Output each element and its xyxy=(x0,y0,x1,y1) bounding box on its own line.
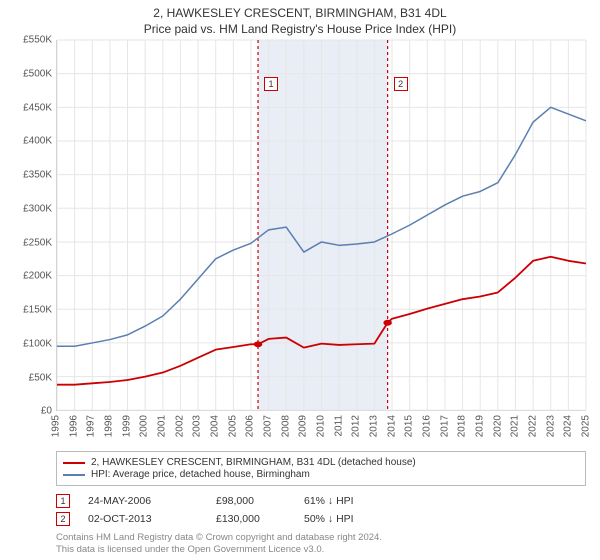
sales-date: 02-OCT-2013 xyxy=(88,513,198,525)
x-tick-label: 2006 xyxy=(245,415,256,437)
x-tick-label: 1995 xyxy=(51,415,62,437)
x-tick-label: 2003 xyxy=(192,415,203,437)
legend-swatch xyxy=(63,474,85,476)
x-tick-label: 2015 xyxy=(404,415,415,437)
x-tick-label: 1996 xyxy=(68,415,79,437)
x-tick-label: 1999 xyxy=(121,415,132,437)
y-tick-label: £200K xyxy=(23,271,52,282)
x-tick-label: 2013 xyxy=(369,415,380,437)
y-tick-label: £300K xyxy=(23,203,52,214)
plot-region: 12 xyxy=(56,40,586,411)
chart-title: 2, HAWKESLEY CRESCENT, BIRMINGHAM, B31 4… xyxy=(10,6,590,20)
x-tick-label: 2022 xyxy=(528,415,539,437)
x-tick-label: 2011 xyxy=(333,415,344,437)
x-tick-label: 2007 xyxy=(263,415,274,437)
legend-label: 2, HAWKESLEY CRESCENT, BIRMINGHAM, B31 4… xyxy=(91,457,416,468)
x-tick-label: 2005 xyxy=(227,415,238,437)
x-tick-label: 2014 xyxy=(386,415,397,437)
x-tick-label: 2017 xyxy=(439,415,450,437)
y-tick-label: £350K xyxy=(23,170,52,181)
footnote-line: Contains HM Land Registry data © Crown c… xyxy=(56,532,586,544)
y-tick-label: £550K xyxy=(23,35,52,46)
y-tick-label: £450K xyxy=(23,102,52,113)
x-tick-label: 2025 xyxy=(581,415,592,437)
footnote-line: This data is licensed under the Open Gov… xyxy=(56,544,586,556)
x-tick-label: 2018 xyxy=(457,415,468,437)
chart-annotation-marker: 2 xyxy=(394,77,408,91)
sales-marker: 1 xyxy=(56,494,70,508)
y-axis: £0£50K£100K£150K£200K£250K£300K£350K£400… xyxy=(10,40,56,411)
x-tick-label: 2004 xyxy=(210,415,221,437)
chart-legend: 2, HAWKESLEY CRESCENT, BIRMINGHAM, B31 4… xyxy=(56,451,586,486)
sales-row: 2 02-OCT-2013 £130,000 50% ↓ HPI xyxy=(56,510,586,528)
legend-item: HPI: Average price, detached house, Birm… xyxy=(63,469,579,480)
x-tick-label: 1998 xyxy=(104,415,115,437)
x-tick-label: 2009 xyxy=(298,415,309,437)
x-tick-label: 1997 xyxy=(86,415,97,437)
x-tick-label: 2019 xyxy=(475,415,486,437)
sales-marker: 2 xyxy=(56,512,70,526)
x-tick-label: 2023 xyxy=(545,415,556,437)
x-tick-label: 2020 xyxy=(492,415,503,437)
y-tick-label: £150K xyxy=(23,305,52,316)
x-tick-label: 2000 xyxy=(139,415,150,437)
chart-area: £0£50K£100K£150K£200K£250K£300K£350K£400… xyxy=(10,40,590,445)
sales-price: £130,000 xyxy=(216,513,286,525)
x-tick-label: 2024 xyxy=(563,415,574,437)
x-tick-label: 2010 xyxy=(316,415,327,437)
y-tick-label: £500K xyxy=(23,68,52,79)
chart-annotation-marker: 1 xyxy=(264,77,278,91)
legend-item: 2, HAWKESLEY CRESCENT, BIRMINGHAM, B31 4… xyxy=(63,457,579,468)
x-tick-label: 2008 xyxy=(280,415,291,437)
chart-container: 2, HAWKESLEY CRESCENT, BIRMINGHAM, B31 4… xyxy=(0,0,600,560)
x-tick-label: 2001 xyxy=(157,415,168,437)
sales-pct: 61% ↓ HPI xyxy=(304,495,414,507)
x-axis: 1995199619971998199920002001200220032004… xyxy=(56,411,586,445)
x-tick-label: 2016 xyxy=(422,415,433,437)
y-tick-label: £50K xyxy=(29,372,52,383)
x-tick-label: 2002 xyxy=(174,415,185,437)
y-tick-label: £400K xyxy=(23,136,52,147)
sales-date: 24-MAY-2006 xyxy=(88,495,198,507)
y-tick-label: £250K xyxy=(23,237,52,248)
x-tick-label: 2021 xyxy=(510,415,521,437)
sales-table: 1 24-MAY-2006 £98,000 61% ↓ HPI 2 02-OCT-2013… xyxy=(56,492,586,528)
sales-price: £98,000 xyxy=(216,495,286,507)
title-block: 2, HAWKESLEY CRESCENT, BIRMINGHAM, B31 4… xyxy=(10,6,590,36)
chart-subtitle: Price paid vs. HM Land Registry's House … xyxy=(10,22,590,36)
legend-swatch xyxy=(63,462,85,464)
legend-label: HPI: Average price, detached house, Birm… xyxy=(91,469,310,480)
x-tick-label: 2012 xyxy=(351,415,362,437)
sales-row: 1 24-MAY-2006 £98,000 61% ↓ HPI xyxy=(56,492,586,510)
y-tick-label: £100K xyxy=(23,338,52,349)
footnote: Contains HM Land Registry data © Crown c… xyxy=(56,532,586,556)
plot-svg xyxy=(57,40,586,410)
sales-pct: 50% ↓ HPI xyxy=(304,513,414,525)
